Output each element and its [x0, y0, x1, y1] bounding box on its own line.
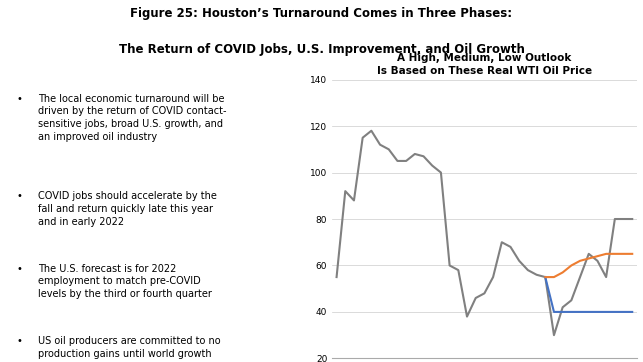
- Text: The U.S. forecast is for 2022
employment to match pre-COVID
levels by the third : The U.S. forecast is for 2022 employment…: [39, 264, 212, 299]
- Text: The Return of COVID Jobs, U.S. Improvement, and Oil Growth: The Return of COVID Jobs, U.S. Improveme…: [118, 43, 525, 56]
- Text: •: •: [16, 264, 22, 274]
- Text: US oil producers are committed to no
production gains until world growth
stabili: US oil producers are committed to no pro…: [39, 336, 221, 362]
- Text: Figure 25: Houston’s Turnaround Comes in Three Phases:: Figure 25: Houston’s Turnaround Comes in…: [131, 7, 512, 20]
- Title: A High, Medium, Low Outlook
Is Based on These Real WTI Oil Price: A High, Medium, Low Outlook Is Based on …: [377, 53, 592, 76]
- Text: COVID jobs should accelerate by the
fall and return quickly late this year
and i: COVID jobs should accelerate by the fall…: [39, 191, 217, 227]
- Text: •: •: [16, 336, 22, 346]
- Text: The local economic turnaround will be
driven by the return of COVID contact-
sen: The local economic turnaround will be dr…: [39, 94, 227, 142]
- Text: •: •: [16, 94, 22, 104]
- Text: •: •: [16, 191, 22, 201]
